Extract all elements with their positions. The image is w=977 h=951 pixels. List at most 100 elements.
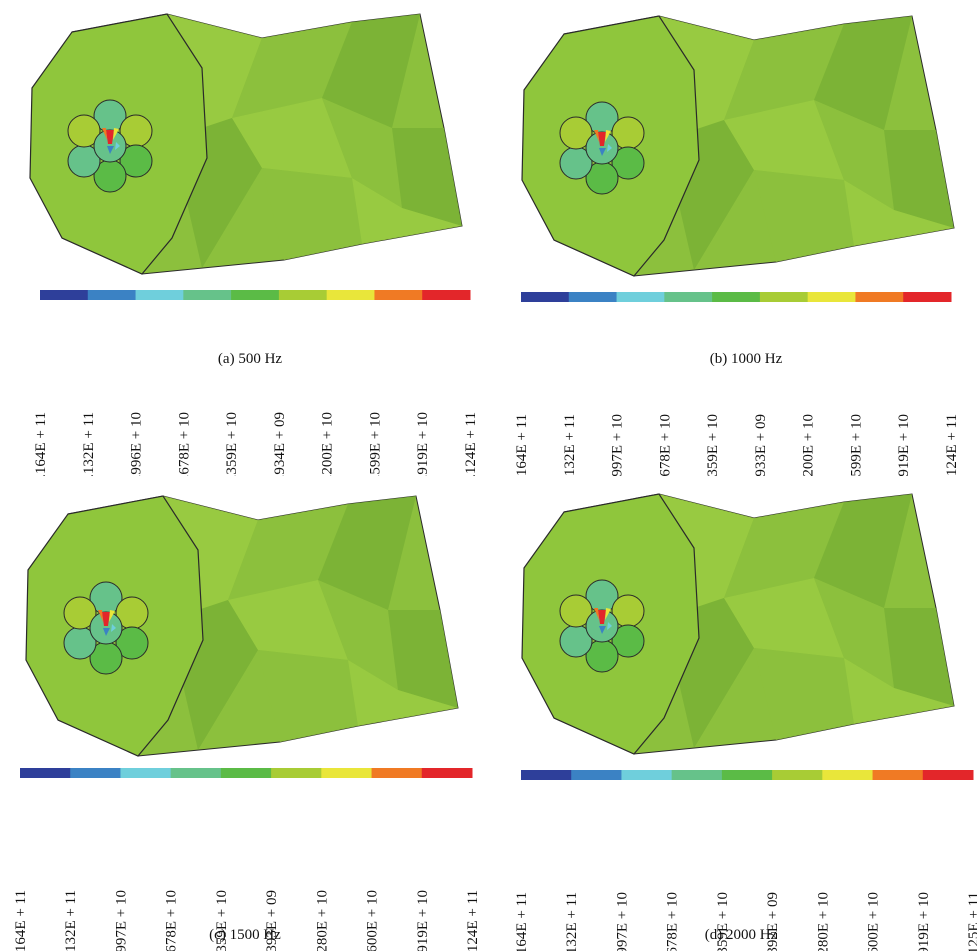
panel-a: −0.164E + 11 −0.132E + 11 −0.996E + 10 −0.6… <box>0 0 488 476</box>
colorbar-segment <box>40 290 89 300</box>
stress-coldspot <box>599 626 606 634</box>
colorbar-tick-label: 0.124E + 11 <box>463 412 479 476</box>
body-facet <box>232 98 352 178</box>
strand-outer <box>67 114 101 148</box>
colorbar-segment <box>721 770 773 780</box>
colorbar-segment <box>712 292 761 302</box>
body-facet <box>814 16 912 130</box>
stress-coldspot <box>115 142 120 150</box>
body-facet <box>348 660 458 726</box>
stress-hotspot <box>102 128 107 140</box>
colorbar-tick-label: −0.678E + 10 <box>665 892 681 951</box>
colorbar-tick-label: 0.200E + 10 <box>801 414 817 476</box>
body-facet <box>814 100 894 210</box>
colorbar-tick-label: −0.359E + 10 <box>705 414 721 476</box>
caption-d: (d) 2000 Hz <box>704 927 778 943</box>
body-facet <box>724 502 844 598</box>
colorbar-segment <box>326 290 375 300</box>
colorbar-tick-label: −0.933E + 09 <box>753 414 769 476</box>
body-facet <box>258 650 358 742</box>
cable-model-d <box>521 493 955 755</box>
stress-coldspot <box>607 144 612 152</box>
body-facet <box>388 610 458 708</box>
body-facet <box>318 580 398 690</box>
caption-b: (b) 1000 Hz <box>709 351 783 367</box>
colorbar-b: −0.164E + 11 −0.132E + 11 −0.997E + 10 −0.6… <box>514 292 960 476</box>
strand-outer <box>611 146 645 180</box>
colorbar-segment <box>374 290 423 300</box>
panel-c: −0.164E + 11 −0.132E + 11 −0.997E + 10 −0.6… <box>0 476 488 951</box>
caption-c: (c) 1500 Hz <box>209 927 281 943</box>
colorbar-segment <box>872 770 924 780</box>
colorbar-tick-label: 0.599E + 10 <box>367 412 383 476</box>
stress-coldspot <box>599 148 606 156</box>
body-facet <box>884 608 954 706</box>
colorbar-tick-label: −0.678E + 10 <box>164 890 180 951</box>
strand-outer <box>611 624 645 658</box>
stress-coldspot <box>111 624 116 632</box>
body-facet <box>814 578 894 688</box>
colorbar-segment <box>170 768 222 778</box>
colorbar-segment <box>671 770 723 780</box>
colorbar-segment <box>855 292 904 302</box>
strand-outer <box>559 594 593 628</box>
body-facet <box>844 180 954 246</box>
stress-hotspot <box>605 608 611 620</box>
colorbar-tick-label: −0.359E + 10 <box>224 412 240 476</box>
stress-coldspot <box>607 622 612 630</box>
colorbar-segment <box>231 290 280 300</box>
strand-outer <box>63 596 97 630</box>
cable-model-c <box>25 495 459 757</box>
colorbar-segment <box>271 768 322 778</box>
panel-b-figure: −0.164E + 11 −0.132E + 11 −0.997E + 10 −0.6… <box>514 15 960 476</box>
stress-hotspot <box>102 612 110 626</box>
colorbar-tick-label: 0.125E + 11 <box>966 892 977 951</box>
colorbar-tick-label: 0.280E + 10 <box>314 890 330 951</box>
stress-hotspot <box>109 610 115 622</box>
colorbar-tick-label: −0.132E + 11 <box>63 890 79 951</box>
body-facet <box>392 128 462 226</box>
colorbar-tick-label: −0.164E + 11 <box>13 890 29 951</box>
colorbar-tick-label: 0.124E + 11 <box>944 414 960 476</box>
colorbar-segment <box>135 290 184 300</box>
colorbar-tick-label: −0.164E + 11 <box>33 412 49 476</box>
panel-b: −0.164E + 11 −0.132E + 11 −0.997E + 10 −0.6… <box>488 0 977 476</box>
colorbar-tick-label: 0.600E + 10 <box>365 890 381 951</box>
body-facet <box>754 170 854 262</box>
colorbar-segment <box>183 290 232 300</box>
stress-hotspot <box>605 130 611 142</box>
colorbar-c: −0.164E + 11 −0.132E + 11 −0.997E + 10 −0.6… <box>13 768 481 951</box>
stress-hotspot <box>98 610 103 622</box>
cable-model-b <box>521 15 955 277</box>
panel-c-figure: −0.164E + 11 −0.132E + 11 −0.997E + 10 −0.6… <box>13 495 481 951</box>
colorbar-segment <box>371 768 423 778</box>
body-facet <box>228 504 348 600</box>
body-facet <box>322 14 420 128</box>
colorbar-segment <box>20 768 71 778</box>
body-facet <box>232 22 352 118</box>
colorbar-tick-label: −0.164E + 11 <box>514 892 530 951</box>
colorbar-tick-label: 0.919E + 10 <box>896 414 912 476</box>
panel-a-figure: −0.164E + 11 −0.132E + 11 −0.996E + 10 −0.6… <box>29 13 479 476</box>
colorbar-segment <box>664 292 713 302</box>
stress-hotspot <box>598 132 606 146</box>
body-facet <box>814 494 912 608</box>
colorbar-tick-label: 0.600E + 10 <box>866 892 882 951</box>
body-facet <box>844 658 954 724</box>
caption-a: (a) 500 Hz <box>217 351 283 367</box>
colorbar-a: −0.164E + 11 −0.132E + 11 −0.996E + 10 −0.6… <box>33 290 479 476</box>
colorbar-segment <box>772 770 823 780</box>
colorbar-segment <box>70 768 121 778</box>
cable-model-a <box>29 13 463 275</box>
colorbar-tick-label: −0.678E + 10 <box>176 412 192 476</box>
colorbar-segment <box>422 290 471 300</box>
stress-hotspot <box>113 128 119 140</box>
body-facet <box>262 168 362 260</box>
colorbar-segment <box>321 768 373 778</box>
stress-coldspot <box>103 628 110 636</box>
body-facet <box>724 24 844 120</box>
colorbar-segment <box>421 768 473 778</box>
panel-d-figure: −0.164E + 11 −0.132E + 11 −0.997E + 10 −0.6… <box>514 493 977 951</box>
colorbar-tick-label: −0.359E + 10 <box>214 890 230 951</box>
body-facet <box>724 578 844 658</box>
